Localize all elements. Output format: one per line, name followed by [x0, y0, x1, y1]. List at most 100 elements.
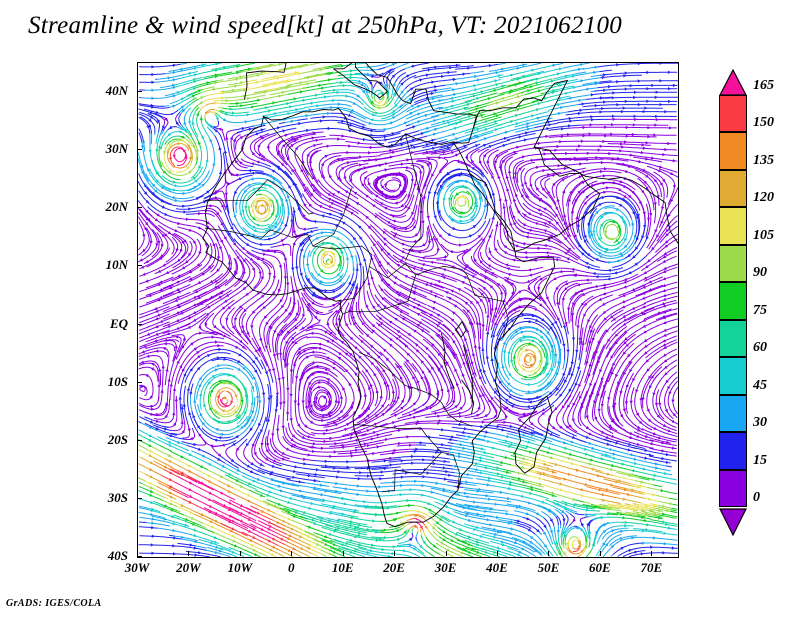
- streamline-arrow: [452, 311, 456, 315]
- streamline-arrow: [356, 94, 361, 98]
- streamline-arrow: [513, 221, 517, 225]
- streamline-arrow: [620, 253, 624, 257]
- streamline-arrow: [493, 390, 498, 394]
- streamline-arrow: [448, 197, 452, 202]
- streamline: [354, 466, 389, 470]
- streamline-arrow: [557, 111, 562, 116]
- streamline-arrow: [612, 181, 617, 185]
- streamline-arrow: [366, 527, 370, 532]
- streamline: [540, 390, 550, 397]
- streamline: [424, 533, 427, 538]
- streamline-arrow: [163, 517, 167, 521]
- streamline-arrow: [450, 385, 454, 390]
- streamline-arrow: [197, 480, 202, 484]
- streamline: [641, 503, 656, 507]
- streamline-arrow: [664, 408, 668, 413]
- streamline: [322, 554, 327, 557]
- streamline-arrow: [236, 468, 241, 472]
- streamline: [171, 238, 202, 275]
- streamline-arrow: [182, 149, 186, 153]
- streamline-arrow: [451, 249, 455, 254]
- streamline-arrow: [528, 273, 533, 277]
- streamline-arrow: [298, 480, 302, 484]
- streamline: [278, 122, 286, 125]
- streamline: [337, 518, 343, 521]
- streamline-arrow: [405, 165, 410, 170]
- streamline-arrow: [484, 509, 488, 513]
- streamline-arrow: [570, 461, 575, 466]
- streamline-arrow: [381, 184, 385, 189]
- streamline-arrow: [661, 206, 665, 210]
- streamline-arrow: [363, 419, 368, 423]
- streamline-arrow: [624, 401, 629, 405]
- streamline-arrow: [155, 332, 159, 336]
- streamline-arrow: [352, 101, 357, 105]
- streamline-arrow: [244, 411, 248, 415]
- streamline-arrow: [420, 360, 425, 364]
- streamline-arrow: [408, 413, 413, 417]
- streamline-arrow: [149, 395, 153, 399]
- streamline-arrow: [510, 358, 514, 362]
- streamline-arrow: [464, 491, 468, 495]
- streamline-arrow: [366, 333, 370, 338]
- streamline: [473, 177, 487, 196]
- streamline-arrow: [191, 94, 196, 98]
- streamline-arrow: [229, 529, 234, 533]
- streamline-arrow: [542, 366, 546, 370]
- streamline-arrow: [263, 315, 268, 319]
- streamline: [529, 439, 536, 442]
- streamline: [329, 547, 342, 553]
- streamline-arrow: [600, 403, 604, 408]
- streamline-arrow: [576, 325, 580, 329]
- streamline-arrow: [521, 183, 525, 187]
- streamline-arrow: [633, 461, 638, 465]
- streamline-arrow: [546, 239, 551, 243]
- streamline: [248, 165, 254, 168]
- streamline: [186, 108, 190, 114]
- streamline-arrow: [336, 190, 341, 194]
- streamline: [456, 102, 474, 108]
- streamline-arrow: [624, 237, 628, 242]
- streamline: [425, 544, 441, 556]
- streamline-arrow: [188, 252, 192, 257]
- streamline-arrow: [164, 427, 168, 431]
- streamline: [273, 198, 279, 222]
- streamline: [285, 525, 291, 529]
- streamline: [439, 141, 461, 149]
- streamline-arrow: [616, 259, 620, 263]
- streamline-arrow: [286, 282, 290, 286]
- streamline-arrow: [660, 220, 664, 225]
- streamline-arrow: [410, 87, 414, 91]
- streamline-arrow: [632, 378, 636, 382]
- streamline-arrow: [505, 470, 510, 474]
- streamline-arrow: [526, 517, 530, 521]
- streamline: [392, 254, 489, 332]
- streamline: [636, 503, 655, 509]
- streamline-arrow: [586, 265, 590, 270]
- streamline-arrow: [355, 202, 360, 206]
- streamline: [298, 73, 326, 81]
- streamline: [296, 92, 333, 99]
- streamline-arrow: [589, 325, 593, 329]
- streamline: [199, 108, 203, 112]
- streamline-arrow: [466, 309, 470, 313]
- streamline-arrow: [158, 368, 162, 372]
- streamline-arrow: [387, 283, 391, 287]
- streamline-arrow: [198, 376, 202, 381]
- streamline: [139, 111, 159, 124]
- streamline-arrow: [340, 64, 345, 68]
- streamline-arrow: [214, 190, 219, 194]
- streamline-arrow: [322, 498, 326, 502]
- streamline: [216, 109, 220, 112]
- streamline-arrow: [546, 331, 550, 335]
- streamline-arrow: [254, 552, 258, 556]
- streamline-arrow: [518, 418, 522, 422]
- streamline-arrow: [155, 309, 159, 313]
- streamline: [138, 305, 170, 319]
- streamline-arrow: [340, 395, 344, 399]
- streamline-arrow: [486, 439, 491, 443]
- streamline-arrow: [274, 221, 277, 225]
- streamline: [399, 104, 403, 108]
- streamline-arrow: [287, 194, 291, 199]
- streamline: [414, 99, 427, 106]
